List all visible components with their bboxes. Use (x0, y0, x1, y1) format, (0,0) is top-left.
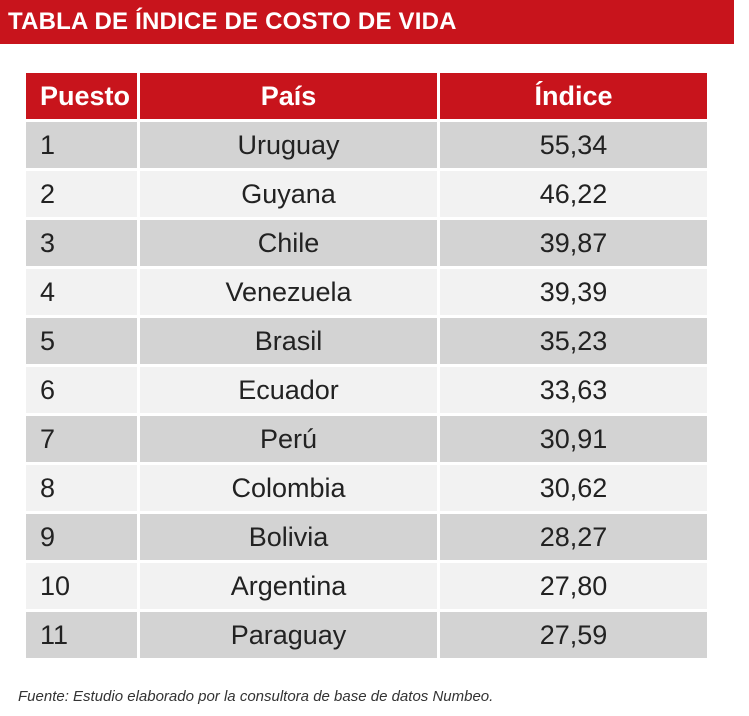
rank-cell: 10 (26, 563, 140, 609)
index-cell: 27,80 (440, 563, 707, 609)
index-cell: 39,87 (440, 220, 707, 266)
index-cell: 33,63 (440, 367, 707, 413)
country-cell: Bolivia (140, 514, 440, 560)
rank-cell: 11 (26, 612, 140, 658)
table-row: 1 Uruguay 55,34 (26, 122, 707, 168)
rank-cell: 1 (26, 122, 140, 168)
country-cell: Guyana (140, 171, 440, 217)
table-row: 9 Bolivia 28,27 (26, 514, 707, 560)
index-cell: 30,91 (440, 416, 707, 462)
header-index: Índice (440, 73, 707, 119)
rank-cell: 2 (26, 171, 140, 217)
table-row: 3 Chile 39,87 (26, 220, 707, 266)
table-row: 4 Venezuela 39,39 (26, 269, 707, 315)
table-row: 8 Colombia 30,62 (26, 465, 707, 511)
index-cell: 39,39 (440, 269, 707, 315)
header-rank: Puesto (26, 73, 140, 119)
cost-of-living-table: Puesto País Índice 1 Uruguay 55,34 2 Guy… (26, 70, 707, 661)
table-row: 7 Perú 30,91 (26, 416, 707, 462)
rank-cell: 3 (26, 220, 140, 266)
country-cell: Ecuador (140, 367, 440, 413)
index-cell: 55,34 (440, 122, 707, 168)
country-cell: Uruguay (140, 122, 440, 168)
table-row: 11 Paraguay 27,59 (26, 612, 707, 658)
country-cell: Venezuela (140, 269, 440, 315)
title-banner: TABLA DE ÍNDICE DE COSTO DE VIDA (0, 0, 734, 44)
table-row: 10 Argentina 27,80 (26, 563, 707, 609)
country-cell: Paraguay (140, 612, 440, 658)
country-cell: Perú (140, 416, 440, 462)
index-cell: 28,27 (440, 514, 707, 560)
table-header-row: Puesto País Índice (26, 73, 707, 119)
index-cell: 27,59 (440, 612, 707, 658)
source-note: Fuente: Estudio elaborado por la consult… (18, 688, 494, 705)
table-title: TABLA DE ÍNDICE DE COSTO DE VIDA (8, 8, 457, 35)
table-row: 6 Ecuador 33,63 (26, 367, 707, 413)
index-cell: 30,62 (440, 465, 707, 511)
country-cell: Colombia (140, 465, 440, 511)
table-row: 2 Guyana 46,22 (26, 171, 707, 217)
country-cell: Brasil (140, 318, 440, 364)
table-row: 5 Brasil 35,23 (26, 318, 707, 364)
country-cell: Argentina (140, 563, 440, 609)
rank-cell: 9 (26, 514, 140, 560)
header-country: País (140, 73, 440, 119)
rank-cell: 4 (26, 269, 140, 315)
rank-cell: 6 (26, 367, 140, 413)
rank-cell: 8 (26, 465, 140, 511)
country-cell: Chile (140, 220, 440, 266)
rank-cell: 7 (26, 416, 140, 462)
index-cell: 35,23 (440, 318, 707, 364)
index-cell: 46,22 (440, 171, 707, 217)
rank-cell: 5 (26, 318, 140, 364)
